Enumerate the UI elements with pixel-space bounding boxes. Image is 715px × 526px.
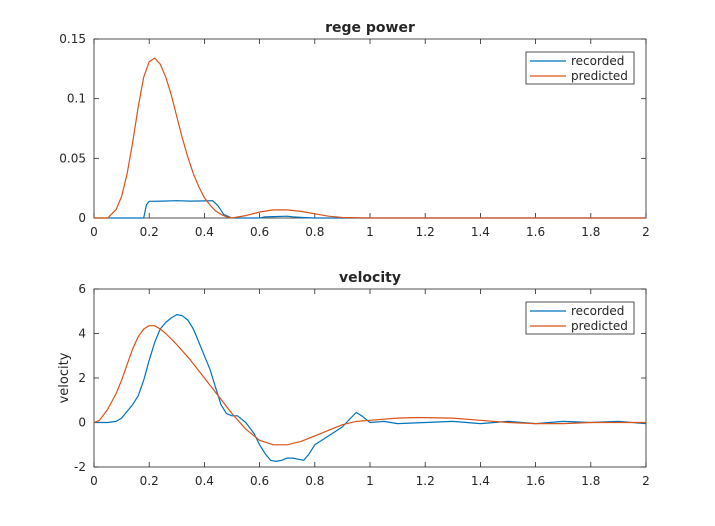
x-tick-label: 1.2 [416,225,435,239]
y-axis-label-holder: velocity [57,352,72,403]
series-line-recorded [94,314,647,462]
x-tick-label: 1.6 [526,225,545,239]
x-tick-label: 1 [366,225,374,239]
x-tick-label: 0.8 [305,225,324,239]
legend-entry-predicted: predicted [571,69,628,83]
x-tick-label: 0 [90,474,98,488]
y-tick-label: 0.1 [67,92,86,106]
x-tick-label: 1.6 [526,474,545,488]
x-tick-label: 2 [642,474,650,488]
y-tick-label: 2 [78,371,86,385]
series-line-predicted [94,57,646,219]
legend-entry-recorded: recorded [571,304,624,318]
x-tick-label: 0.4 [195,225,214,239]
x-tick-label: 0.6 [250,474,269,488]
x-tick-label: 1.2 [416,474,435,488]
legend-box [525,51,635,85]
x-tick-label: 1.8 [581,474,600,488]
legend-box [525,301,635,335]
x-tick-label: 0.8 [305,474,324,488]
series-line-recorded [94,200,646,219]
x-tick-label: 1 [366,474,374,488]
y-tick-label: 0.05 [59,151,86,165]
y-tick-label: 0 [78,211,86,225]
x-tick-label: 2 [642,225,650,239]
subplot-title: velocity [339,270,401,286]
x-tick-label: 1.4 [471,474,490,488]
x-tick-label: 1.4 [471,225,490,239]
x-tick-label: 1.8 [581,225,600,239]
x-tick-label: 0 [90,225,98,239]
subplot-rege-power: rege power 0 0.2 0.4 0.6 0.8 1 1.2 1.4 1.6 1.8 2 0 0… [59,20,650,239]
legend-entry-recorded: recorded [571,54,624,68]
legend-entry-predicted: predicted [571,319,628,333]
subplot-velocity: velocity velocity 0 0.2 0.4 0.6 0.8 1 1.2 1.4 1.… [57,270,650,488]
y-tick-label: 6 [78,282,86,296]
y-tick-label: 0.15 [59,32,86,46]
subplot-title: rege power [325,20,415,36]
y-axis-label: velocity [57,352,72,403]
x-tick-label: 0.2 [140,225,159,239]
x-tick-label: 0.4 [195,474,214,488]
y-tick-label: 4 [78,327,86,341]
series-line-predicted [93,325,646,446]
x-tick-label: 0.6 [250,225,269,239]
x-tick-label: 0.2 [140,474,159,488]
y-tick-label: 0 [78,416,86,430]
y-tick-label: -2 [74,460,86,474]
